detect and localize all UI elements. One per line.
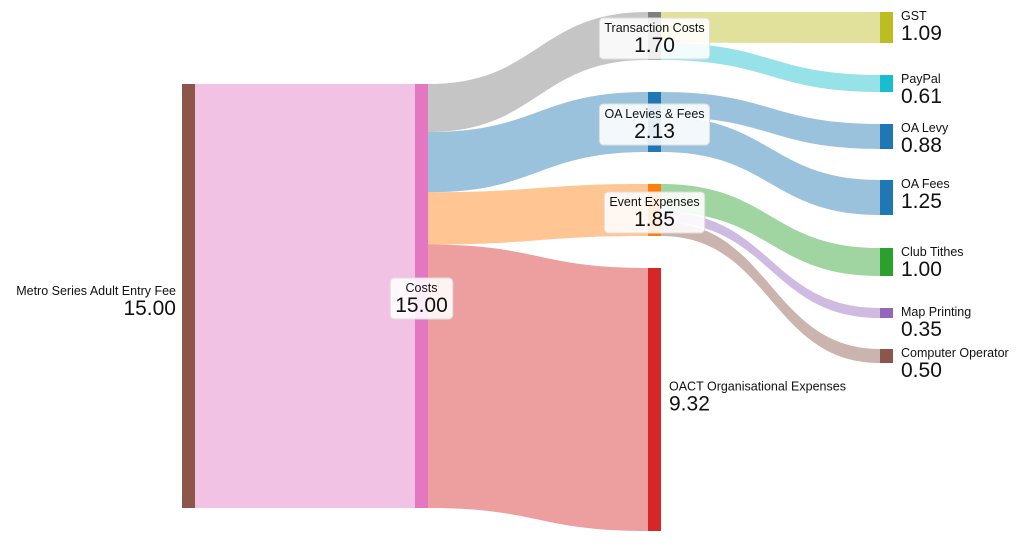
link-transaction-to-paypal — [661, 42, 880, 92]
node-paypal — [880, 75, 893, 92]
sankey-links — [195, 12, 880, 531]
link-transaction-to-gst — [661, 12, 880, 43]
node-value-oa-levy: 0.88 — [901, 134, 942, 157]
link-costs-to-oa_levies — [428, 92, 648, 193]
label-box-costs — [389, 277, 454, 320]
node-value-entry: 15.00 — [123, 297, 176, 320]
node-value-map-printing: 0.35 — [901, 318, 942, 341]
node-value-transaction: 1.70 — [634, 34, 675, 57]
node-name-map-printing: Map Printing — [901, 305, 971, 319]
node-value-gst: 1.09 — [901, 22, 942, 45]
label-box-event — [603, 191, 706, 234]
node-name-entry: Metro Series Adult Entry Fee — [16, 284, 176, 298]
node-value-computer-operator: 0.50 — [901, 359, 942, 382]
node-value-oact: 9.32 — [669, 393, 710, 416]
link-event-to-computer_operator — [661, 221, 880, 363]
node-name-oact: OACT Organisational Expenses — [669, 380, 846, 394]
label-box-transaction — [598, 17, 711, 60]
node-value-costs: 15.00 — [395, 294, 448, 317]
node-name-transaction: Transaction Costs — [604, 21, 704, 35]
node-oa-fees — [880, 180, 893, 215]
node-oa-levy — [880, 124, 893, 149]
node-name-paypal: PayPal — [901, 72, 941, 86]
node-name-event: Event Expenses — [609, 195, 699, 209]
node-value-club-tithes: 1.00 — [901, 258, 942, 281]
node-name-oa-levies: OA Levies & Fees — [604, 107, 704, 121]
node-name-gst: GST — [901, 9, 927, 23]
node-map-printing — [880, 308, 893, 318]
node-value-oa-fees: 1.25 — [901, 190, 942, 213]
node-name-oa-fees: OA Fees — [901, 177, 950, 191]
node-name-club-tithes: Club Tithes — [901, 245, 964, 259]
node-name-oa-levy: OA Levy — [901, 121, 949, 135]
node-entry — [182, 84, 195, 508]
link-oa_levies-to-oa_levy — [661, 92, 880, 149]
link-costs-to-oact — [428, 244, 648, 531]
link-event-to-club_tithes — [661, 184, 880, 276]
link-costs-to-event — [428, 184, 648, 245]
node-value-oa-levies: 2.13 — [634, 120, 675, 143]
node-value-paypal: 0.61 — [901, 85, 942, 108]
node-club-tithes — [880, 248, 893, 276]
link-entry-to-costs — [195, 84, 415, 508]
node-name-computer-operator: Computer Operator — [901, 346, 1009, 360]
node-oact — [648, 268, 661, 531]
node-name-costs: Costs — [406, 281, 438, 295]
sankey-labels: Metro Series Adult Entry Fee15.00Costs15… — [16, 9, 1008, 416]
node-gst — [880, 12, 893, 43]
node-value-event: 1.85 — [634, 208, 675, 231]
link-costs-to-transaction — [428, 12, 648, 133]
node-computer-operator — [880, 349, 893, 363]
label-box-oa-levies — [598, 103, 711, 146]
link-oa_levies-to-oa_fees — [661, 116, 880, 215]
link-event-to-map_printing — [661, 212, 880, 318]
